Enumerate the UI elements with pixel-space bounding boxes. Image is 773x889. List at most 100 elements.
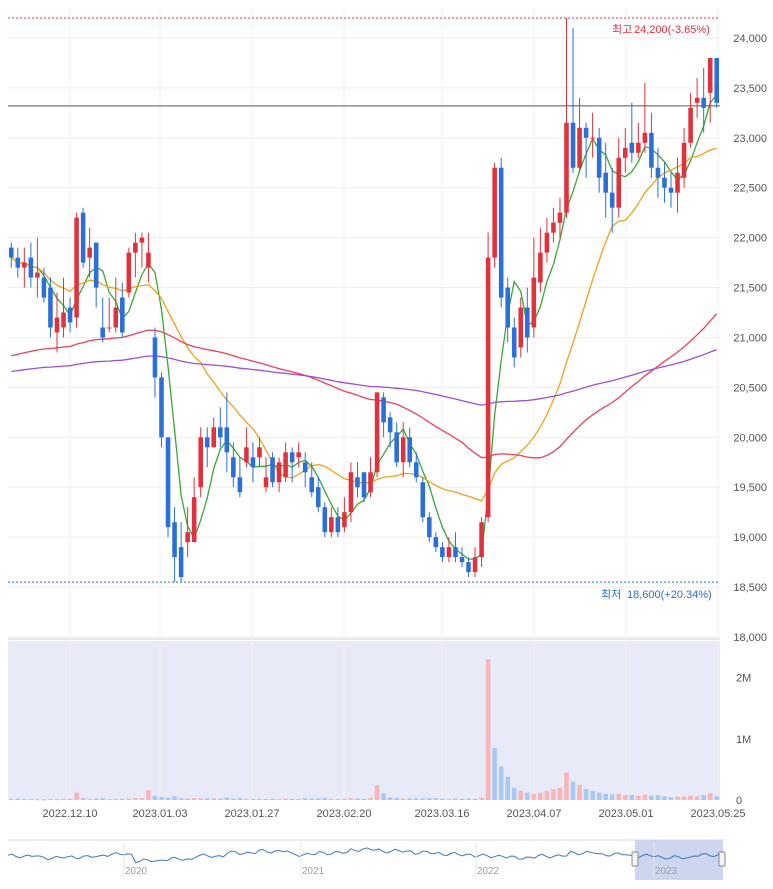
reference-lines bbox=[8, 17, 720, 583]
price-tick-label: 24,000 bbox=[733, 33, 767, 45]
volume-bar bbox=[159, 796, 164, 800]
candle-body bbox=[668, 187, 674, 193]
navigator[interactable]: 2020 2021 2022 2023 bbox=[7, 839, 726, 880]
volume-bar bbox=[139, 797, 145, 800]
volume-bar bbox=[250, 798, 256, 800]
candle-body bbox=[322, 507, 328, 533]
candle-body bbox=[146, 252, 151, 268]
candle-body bbox=[106, 327, 112, 329]
price-tick-label: 19,000 bbox=[733, 532, 767, 544]
candle-body bbox=[48, 287, 53, 328]
ma120-line bbox=[11, 349, 717, 406]
price-tick-label: 22,000 bbox=[733, 233, 767, 245]
volume-bar bbox=[355, 798, 360, 800]
high-annotation-label: 최고 bbox=[612, 23, 632, 36]
candle-body bbox=[231, 457, 236, 478]
navigator-line bbox=[7, 847, 723, 864]
candle-body bbox=[257, 447, 262, 458]
candle-body bbox=[270, 457, 275, 483]
volume-bar bbox=[87, 798, 92, 800]
volume-bar bbox=[544, 790, 550, 800]
volume-bar bbox=[433, 798, 439, 800]
volume-bar bbox=[35, 799, 40, 801]
navigator-year-label: 2021 bbox=[302, 866, 325, 877]
volume-bar bbox=[413, 798, 419, 800]
price-annotations: 최고 24,200(-3.65%) 최저 18,600(+20.34%) bbox=[601, 23, 712, 601]
candle-body bbox=[688, 107, 693, 143]
candle-body bbox=[374, 392, 380, 473]
candle-body bbox=[636, 142, 641, 153]
volume-bar bbox=[146, 790, 151, 800]
high-annotation-value: 24,200(-3.65%) bbox=[634, 24, 710, 36]
volume-bar bbox=[342, 798, 347, 800]
candle-body bbox=[204, 437, 210, 448]
candle-body bbox=[492, 167, 497, 258]
volume-bar bbox=[518, 790, 524, 800]
candle-body bbox=[139, 237, 145, 243]
date-tick-label: 2023.01.27 bbox=[224, 808, 279, 820]
volume-bar bbox=[694, 796, 700, 800]
navigator-year-label: 2022 bbox=[477, 866, 500, 877]
volume-bar bbox=[80, 798, 86, 800]
price-tick-label: 20,500 bbox=[733, 382, 767, 394]
volume-bar bbox=[701, 795, 706, 800]
volume-bar bbox=[564, 772, 569, 800]
volume-bar bbox=[381, 793, 386, 800]
volume-bar bbox=[126, 798, 132, 800]
candle-body bbox=[420, 482, 426, 518]
candle-body bbox=[329, 517, 334, 533]
candle-body bbox=[361, 472, 367, 498]
volume-bar bbox=[420, 798, 426, 800]
candle-body bbox=[387, 417, 393, 433]
candle-body bbox=[531, 277, 537, 328]
candle-body bbox=[707, 57, 713, 93]
volume-bar bbox=[662, 796, 667, 800]
candle-body bbox=[583, 127, 589, 138]
volume-bar bbox=[707, 793, 713, 800]
volume-bars[interactable] bbox=[8, 659, 720, 801]
candle-body bbox=[276, 462, 282, 483]
candle-body bbox=[237, 477, 243, 493]
candle-body bbox=[165, 437, 171, 528]
navigator-handle-right[interactable] bbox=[718, 851, 726, 867]
date-tick-label: 2023.05.01 bbox=[598, 808, 653, 820]
volume-bar bbox=[609, 794, 615, 800]
candle-body bbox=[400, 437, 406, 463]
candles[interactable] bbox=[8, 17, 720, 583]
volume-bar bbox=[642, 794, 648, 800]
volume-bar bbox=[61, 798, 66, 800]
volume-bar bbox=[218, 798, 223, 800]
volume-bar bbox=[603, 793, 608, 800]
volume-panel-bg bbox=[8, 641, 720, 800]
candle-body bbox=[381, 397, 386, 423]
candle-body bbox=[440, 547, 445, 558]
volume-bar bbox=[237, 798, 243, 800]
volume-bar bbox=[622, 795, 628, 800]
volume-bar bbox=[309, 798, 315, 800]
date-tick-label: 2022.12.10 bbox=[42, 808, 97, 820]
candle-body bbox=[603, 172, 608, 193]
candle-body bbox=[485, 257, 491, 518]
volume-bar bbox=[198, 798, 203, 800]
volume-bar bbox=[374, 785, 380, 800]
candle-body bbox=[368, 472, 373, 493]
candle-body bbox=[54, 317, 60, 333]
candle-body bbox=[211, 427, 217, 448]
volume-bar bbox=[688, 795, 693, 800]
volume-bar bbox=[8, 798, 14, 800]
date-tick-label: 2023.01.03 bbox=[132, 808, 187, 820]
volume-bar bbox=[178, 798, 184, 800]
candle-body bbox=[662, 177, 667, 188]
candle-body bbox=[629, 142, 635, 153]
candle-body bbox=[479, 522, 484, 558]
volume-bar bbox=[283, 798, 288, 800]
candle-body bbox=[694, 97, 700, 103]
volume-bar bbox=[616, 793, 622, 800]
volume-bar bbox=[315, 798, 321, 800]
candle-body bbox=[35, 272, 40, 278]
navigator-year-label: 2020 bbox=[125, 866, 148, 877]
volume-bar bbox=[596, 792, 602, 800]
volume-bar bbox=[714, 796, 720, 800]
navigator-handle-left[interactable] bbox=[631, 851, 639, 867]
candle-body bbox=[538, 252, 543, 283]
